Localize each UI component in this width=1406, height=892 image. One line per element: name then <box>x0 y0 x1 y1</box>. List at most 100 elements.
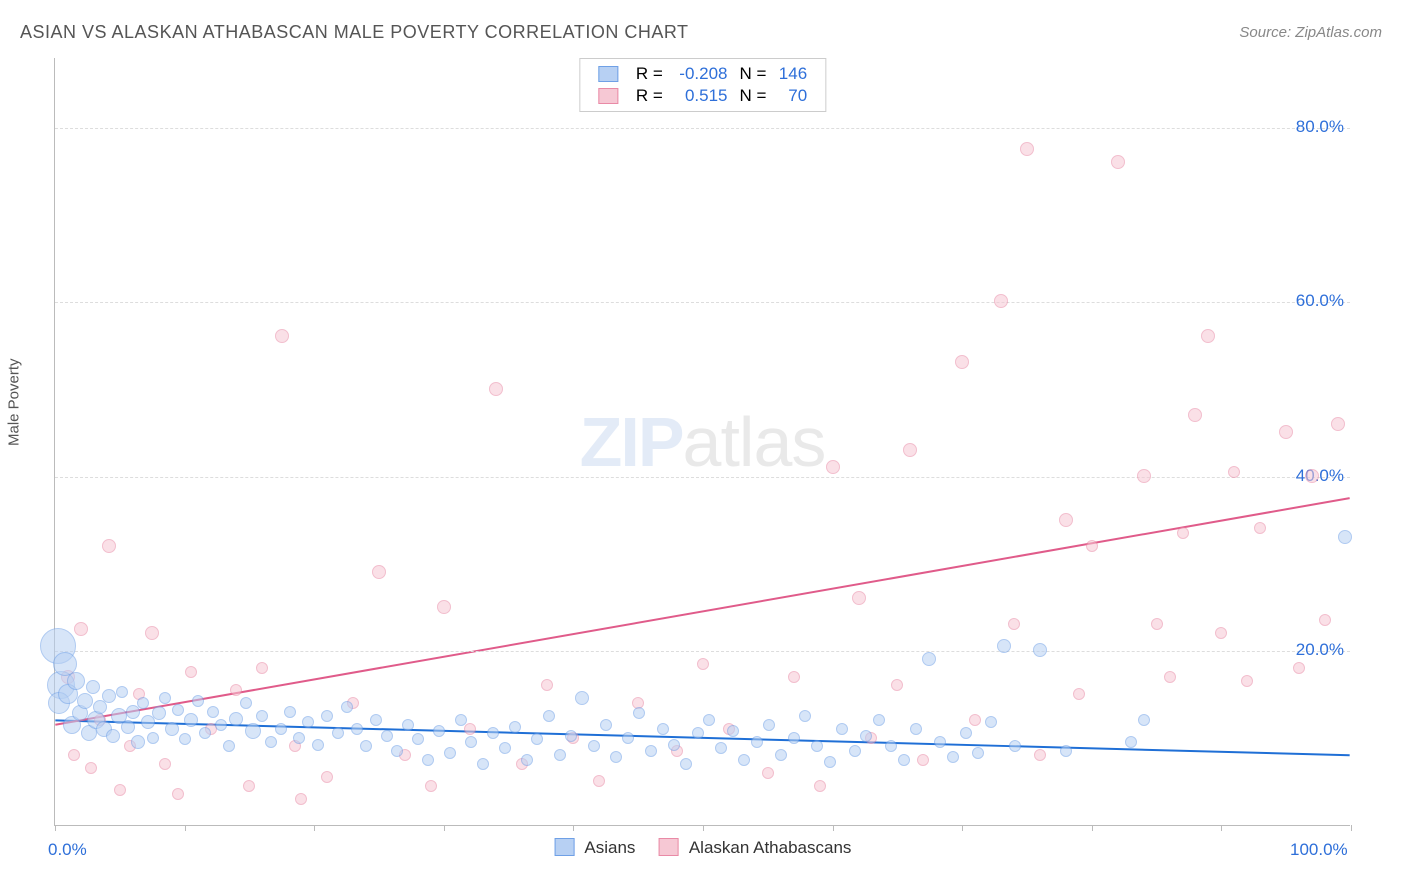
data-point <box>106 729 120 743</box>
data-point <box>898 754 910 766</box>
source-prefix: Source: <box>1239 24 1295 41</box>
data-point <box>147 732 159 744</box>
data-point <box>199 727 211 739</box>
data-point <box>1201 329 1215 343</box>
data-point <box>509 721 521 733</box>
data-point <box>775 749 787 761</box>
data-point <box>891 679 903 691</box>
n-label-0: N = <box>740 64 772 83</box>
data-point <box>994 294 1008 308</box>
data-point <box>910 723 922 735</box>
data-point <box>455 714 467 726</box>
data-point <box>811 740 823 752</box>
data-point <box>1137 469 1151 483</box>
data-point <box>121 720 135 734</box>
data-point <box>256 662 268 674</box>
data-point <box>824 756 836 768</box>
x-tick <box>573 825 574 831</box>
data-point <box>256 710 268 722</box>
data-point <box>422 754 434 766</box>
data-point <box>1241 675 1253 687</box>
data-point <box>185 666 197 678</box>
chart-title: ASIAN VS ALASKAN ATHABASCAN MALE POVERTY… <box>20 22 689 43</box>
data-point <box>223 740 235 752</box>
data-point <box>969 714 981 726</box>
data-point <box>172 704 184 716</box>
data-point <box>67 672 85 690</box>
data-point <box>381 730 393 742</box>
data-point <box>444 747 456 759</box>
data-point <box>997 639 1011 653</box>
trend-line <box>55 498 1349 725</box>
data-point <box>751 736 763 748</box>
data-point <box>1060 745 1072 757</box>
data-point <box>152 706 166 720</box>
data-point <box>1338 530 1352 544</box>
data-point <box>412 733 424 745</box>
data-point <box>680 758 692 770</box>
y-tick-label: 80.0% <box>1296 117 1344 137</box>
data-point <box>1305 469 1319 483</box>
data-point <box>77 693 93 709</box>
data-point <box>489 382 503 396</box>
data-point <box>1319 614 1331 626</box>
scatter-plot: ZIPatlas R = -0.208 N = 146 R = 0.515 N … <box>54 58 1350 826</box>
data-point <box>922 652 936 666</box>
data-point <box>1331 417 1345 431</box>
data-point <box>293 732 305 744</box>
data-point <box>321 771 333 783</box>
gridline <box>55 477 1350 478</box>
legend-correlation-box: R = -0.208 N = 146 R = 0.515 N = 70 <box>579 58 826 112</box>
x-tick <box>444 825 445 831</box>
data-point <box>159 692 171 704</box>
x-tick <box>1351 825 1352 831</box>
n-label-1: N = <box>740 86 772 105</box>
data-point <box>295 793 307 805</box>
data-point <box>1020 142 1034 156</box>
y-tick-label: 20.0% <box>1296 640 1344 660</box>
data-point <box>972 747 984 759</box>
data-point <box>93 700 107 714</box>
data-point <box>230 684 242 696</box>
data-point <box>947 751 959 763</box>
watermark: ZIPatlas <box>580 402 826 482</box>
data-point <box>215 719 227 731</box>
data-point <box>917 754 929 766</box>
data-point <box>645 745 657 757</box>
data-point <box>360 740 372 752</box>
data-point <box>985 716 997 728</box>
data-point <box>245 723 261 739</box>
data-point <box>934 736 946 748</box>
swatch-athabascans <box>598 88 618 104</box>
data-point <box>1293 662 1305 674</box>
x-tick <box>55 825 56 831</box>
data-point <box>402 719 414 731</box>
x-tick <box>703 825 704 831</box>
x-tick <box>314 825 315 831</box>
legend-row-athabascans: R = 0.515 N = 70 <box>592 85 813 107</box>
data-point <box>179 733 191 745</box>
data-point <box>1254 522 1266 534</box>
y-tick-label: 60.0% <box>1296 291 1344 311</box>
data-point <box>1164 671 1176 683</box>
legend-series: Asians Alaskan Athabascans <box>555 838 852 858</box>
data-point <box>172 788 184 800</box>
data-point <box>593 775 605 787</box>
data-point <box>715 742 727 754</box>
data-point <box>600 719 612 731</box>
data-point <box>284 706 296 718</box>
data-point <box>131 735 145 749</box>
data-point <box>477 758 489 770</box>
data-point <box>668 739 680 751</box>
r-value-1: 0.515 <box>668 86 728 106</box>
data-point <box>351 723 363 735</box>
source-name: ZipAtlas.com <box>1295 24 1382 41</box>
data-point <box>799 710 811 722</box>
data-point <box>116 686 128 698</box>
data-point <box>960 727 972 739</box>
r-value-0: -0.208 <box>668 64 728 84</box>
watermark-atlas: atlas <box>683 403 826 481</box>
data-point <box>1086 540 1098 552</box>
data-point <box>633 707 645 719</box>
data-point <box>955 355 969 369</box>
